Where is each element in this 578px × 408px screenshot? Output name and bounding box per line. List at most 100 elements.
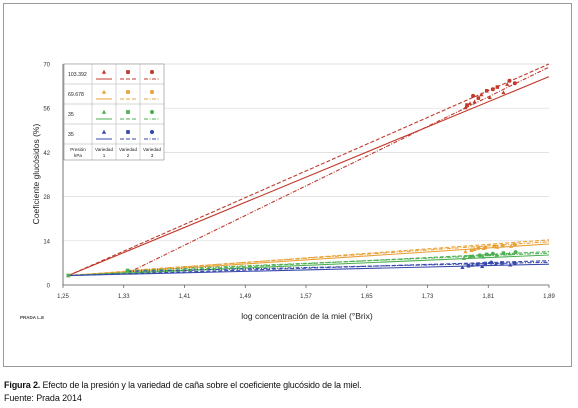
data-point-blue-circle — [512, 261, 517, 266]
legend-marker-green-circle — [149, 109, 155, 115]
legend-header-variety: Variedad — [143, 147, 161, 152]
fit-line-red-dashdot — [127, 66, 550, 274]
legend-marker-blue-triangle — [101, 129, 107, 134]
x-axis-label: log concentración de la miel (°Brix) — [241, 311, 373, 321]
figure-source: Fuente: Prada 2014 — [4, 393, 82, 403]
data-point-red-square — [495, 85, 500, 89]
legend-pressure: 35 — [68, 112, 74, 118]
y-tick-label: 56 — [43, 107, 50, 113]
y-tick-label: 28 — [43, 195, 50, 201]
data-point-orange-circle — [512, 242, 517, 247]
legend: 103.39269.6783535PresiónkPaVariedad1Vari… — [63, 63, 165, 161]
data-point-orange-triangle — [472, 247, 477, 252]
data-point-blue-square — [483, 261, 487, 266]
legend-marker-red-circle — [149, 69, 155, 75]
legend-marker-blue-circle — [149, 129, 155, 135]
x-tick-label: 1,49 — [239, 294, 251, 300]
data-point-red-triangle — [505, 82, 510, 86]
data-point-red-square — [476, 96, 481, 100]
data-point-red-triangle — [467, 101, 473, 106]
legend-header-variety: Variedad — [95, 147, 113, 152]
data-point-red-circle — [507, 78, 512, 83]
data-point-blue-triangle — [480, 264, 485, 269]
legend-pressure: 35 — [68, 132, 74, 138]
x-tick-label: 1,41 — [179, 294, 191, 300]
y-tick-label: 14 — [43, 239, 50, 245]
x-tick-label: 1,81 — [482, 294, 494, 300]
data-point-green-triangle — [494, 252, 499, 257]
legend-marker-orange-triangle — [101, 89, 107, 94]
data-point-blue-triangle — [470, 263, 475, 267]
data-point-orange-square — [483, 245, 487, 250]
data-point-green-square — [484, 252, 489, 257]
caption-label: Figura 2. — [4, 380, 41, 390]
legend-marker-orange-square — [126, 90, 130, 94]
data-point-orange-square — [500, 244, 505, 248]
data-point-red-triangle — [472, 99, 477, 104]
x-tick-label: 1,65 — [361, 294, 373, 300]
y-tick-label: 70 — [43, 63, 50, 69]
fit-line-blue-dashed — [68, 260, 550, 277]
data-points — [66, 78, 518, 278]
data-point-green-circle — [513, 250, 518, 255]
fit-line-blue-dashdot — [127, 261, 550, 272]
data-point-red-circle — [512, 81, 517, 86]
data-point-orange-circle — [492, 244, 497, 249]
data-point-red-triangle — [479, 92, 484, 97]
data-point-red-circle — [471, 93, 476, 98]
data-point-blue-square — [466, 263, 471, 268]
legend-marker-orange-circle — [149, 89, 155, 95]
x-tick-label: 1,33 — [118, 294, 130, 300]
data-point-green-triangle — [470, 253, 476, 258]
legend-header-pressure: kPa — [74, 153, 82, 158]
data-point-red-square — [465, 103, 469, 107]
legend-marker-red-triangle — [101, 69, 107, 74]
data-point-orange-triangle — [463, 249, 468, 254]
data-point-red-square — [484, 89, 489, 93]
data-point-orange-triangle — [495, 245, 500, 249]
y-axis-label: Coeficiente glucósidos (%) — [31, 124, 41, 225]
x-tick-label: 1,25 — [57, 294, 69, 300]
y-tick-label: 0 — [47, 284, 51, 290]
data-point-orange-triangle — [508, 244, 514, 248]
legend-pressure: 103.392 — [68, 72, 87, 78]
data-point-blue-circle — [475, 262, 480, 267]
figure-caption: Figura 2. Efecto de la presión y la vari… — [4, 380, 362, 390]
legend-marker-green-square — [126, 110, 130, 114]
legend-header-variety: Variedad — [119, 147, 137, 152]
author-watermark: PRADA L.E — [20, 315, 44, 320]
caption-text: Efecto de la presión y la variedad de ca… — [42, 380, 362, 390]
data-point-blue-triangle — [508, 262, 513, 267]
fit-line-red-solid — [68, 76, 550, 277]
data-point-green-triangle — [507, 251, 512, 256]
legend-marker-blue-square — [126, 130, 130, 134]
legend-header-variety: 2 — [127, 153, 130, 158]
data-point-orange-circle — [476, 246, 481, 251]
chart: 0 14 28 42 56 70 1,25 1,33 1,41 1,49 1,57 1,65 1,73 1… — [20, 63, 555, 322]
x-tick-label: 1,57 — [300, 294, 312, 300]
data-point-green-triangle — [461, 256, 467, 260]
legend-marker-green-triangle — [101, 109, 107, 114]
data-point-red-triangle — [501, 90, 506, 95]
y-tick-label: 42 — [43, 151, 50, 157]
data-point-blue-circle — [489, 260, 494, 265]
fit-line-red-dashed — [68, 63, 550, 277]
legend-header-pressure: Presión — [70, 147, 86, 152]
legend-pressure: 69.678 — [68, 92, 84, 98]
data-point-green-circle — [490, 251, 495, 256]
data-point-orange-square — [469, 248, 474, 253]
origin-point — [66, 273, 71, 278]
data-point-green-triangle — [480, 254, 486, 259]
data-point-red-triangle — [487, 95, 492, 100]
fit-line-green-solid — [68, 254, 550, 277]
axes: 0 14 28 42 56 70 1,25 1,33 1,41 1,49 1,57 1,65 1,73 1… — [43, 63, 555, 301]
data-point-green-square — [501, 251, 506, 255]
legend-marker-red-square — [126, 70, 130, 74]
fit-lines — [68, 63, 550, 277]
fit-line-orange-solid — [68, 243, 550, 277]
origin-point — [125, 268, 130, 273]
data-point-green-circle — [477, 253, 482, 258]
data-point-red-circle — [490, 87, 495, 92]
data-point-blue-triangle — [493, 261, 498, 266]
data-point-red-triangle — [463, 105, 468, 110]
